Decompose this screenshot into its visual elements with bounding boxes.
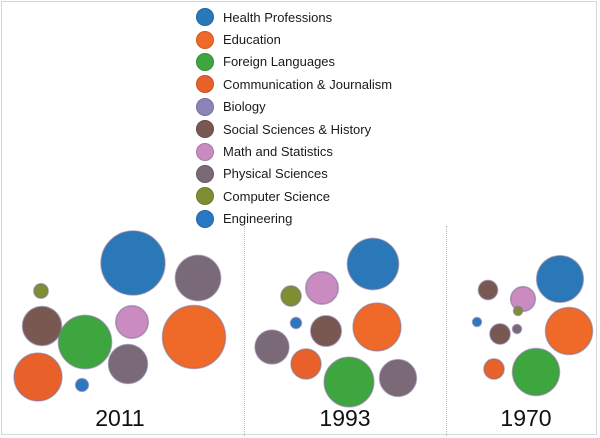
bubble-2011-engineering — [74, 377, 90, 393]
bubble-2011-math-and-statistics — [114, 304, 150, 340]
legend-item-math-statistics: Math and Statistics — [196, 140, 476, 162]
panel-divider-left — [244, 226, 245, 436]
bubble-2011-social-sciences-history — [21, 305, 63, 347]
bubble-1993-math-and-statistics — [304, 270, 340, 306]
bubble-2011-computer-science — [33, 283, 49, 299]
bubble-1970-health-professions — [535, 254, 585, 304]
panel-divider-right — [446, 226, 447, 436]
bubble-2011-communication-journalism — [13, 352, 63, 402]
legend-swatch-circle-icon — [196, 142, 214, 161]
bubble-1993-social-sciences-history — [309, 314, 343, 348]
legend-swatch-circle-icon — [196, 209, 214, 228]
bubble-1970-foreign-languages — [511, 347, 561, 397]
legend-swatch-circle-icon — [196, 164, 214, 183]
legend-swatch-circle-icon — [196, 52, 214, 71]
legend-item-communication-journalism: Communication & Journalism — [196, 73, 476, 95]
bubble-1970-computer-science — [512, 305, 524, 317]
bubble-1993-foreign-languages — [323, 356, 375, 408]
legend-swatch-circle-icon — [196, 75, 214, 94]
bubble-2011-physical-sciences — [107, 343, 149, 385]
bubble-1993-education — [352, 302, 402, 352]
legend-swatch-circle-icon — [196, 120, 214, 139]
legend-swatch-circle-icon — [196, 97, 214, 116]
bubble-1993-computer-science — [280, 285, 302, 307]
legend-item-physical-sciences: Physical Sciences — [196, 163, 476, 185]
legend-label: Foreign Languages — [223, 54, 336, 70]
bubble-2011-physical-sciences — [174, 254, 222, 302]
legend-item-engineering: Engineering — [196, 208, 476, 230]
legend-label: Physical Sciences — [223, 166, 328, 182]
year-label-1970: 1970 — [500, 405, 552, 431]
legend-swatch-circle-icon — [196, 187, 214, 206]
legend-label: Social Sciences & History — [223, 121, 372, 137]
legend-swatch-circle-icon — [196, 8, 214, 27]
legend: Health Professions Education Foreign Lan… — [196, 6, 476, 230]
bubble-1970-communication-journalism — [483, 358, 505, 380]
legend-label: Computer Science — [223, 188, 330, 204]
bubble-1970-social-sciences-history — [477, 279, 499, 301]
legend-label: Math and Statistics — [223, 144, 333, 160]
legend-item-biology: Biology — [196, 96, 476, 118]
legend-item-computer-science: Computer Science — [196, 185, 476, 207]
bubble-1993-communication-journalism — [290, 348, 322, 380]
bubble-1993-physical-sciences — [378, 358, 418, 398]
legend-item-social-sciences-history: Social Sciences & History — [196, 118, 476, 140]
legend-item-foreign-languages: Foreign Languages — [196, 51, 476, 73]
bubble-1970-engineering — [471, 316, 483, 328]
legend-label: Education — [223, 32, 281, 48]
legend-label: Engineering — [223, 211, 293, 227]
legend-label: Health Professions — [223, 9, 333, 25]
year-label-2011: 2011 — [95, 405, 145, 431]
bubble-1993-engineering — [289, 316, 303, 330]
year-label-1993: 1993 — [319, 405, 371, 431]
bubble-2011-education — [161, 304, 227, 370]
legend-label: Communication & Journalism — [223, 76, 393, 92]
legend-item-education: Education — [196, 28, 476, 50]
legend-swatch-circle-icon — [196, 30, 214, 49]
bubble-1970-social-sciences-history — [489, 323, 511, 345]
legend-label: Biology — [223, 99, 266, 115]
bubble-1970-education — [544, 306, 594, 356]
bubble-1993-health-professions — [346, 237, 400, 291]
bubble-1993-physical-sciences — [254, 329, 290, 365]
bubble-2011-foreign-languages — [57, 314, 113, 370]
bubble-1970-physical-sciences — [511, 323, 523, 335]
bubble-2011-health-professions — [100, 230, 166, 296]
legend-item-health-professions: Health Professions — [196, 6, 476, 28]
